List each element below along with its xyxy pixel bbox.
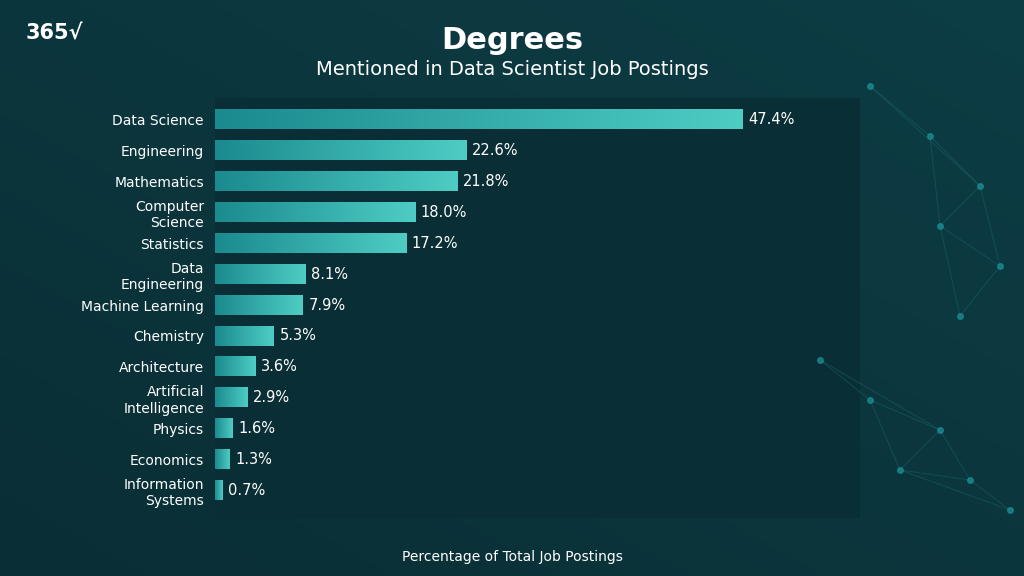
Text: 0.7%: 0.7% bbox=[228, 483, 265, 498]
Text: 17.2%: 17.2% bbox=[412, 236, 459, 251]
Text: 47.4%: 47.4% bbox=[748, 112, 795, 127]
Text: 7.9%: 7.9% bbox=[308, 298, 345, 313]
Text: 2.9%: 2.9% bbox=[253, 391, 290, 406]
Text: 18.0%: 18.0% bbox=[421, 205, 467, 220]
Text: 21.8%: 21.8% bbox=[463, 174, 510, 189]
Text: Percentage of Total Job Postings: Percentage of Total Job Postings bbox=[401, 551, 623, 564]
Text: 3.6%: 3.6% bbox=[261, 359, 298, 374]
Text: Degrees: Degrees bbox=[441, 26, 583, 55]
Text: 5.3%: 5.3% bbox=[280, 328, 316, 343]
Text: 365√: 365√ bbox=[26, 23, 83, 43]
Text: 1.6%: 1.6% bbox=[239, 421, 275, 436]
Text: 1.3%: 1.3% bbox=[236, 452, 272, 467]
Text: 8.1%: 8.1% bbox=[310, 267, 348, 282]
Text: 22.6%: 22.6% bbox=[472, 143, 518, 158]
Text: Mentioned in Data Scientist Job Postings: Mentioned in Data Scientist Job Postings bbox=[315, 60, 709, 79]
